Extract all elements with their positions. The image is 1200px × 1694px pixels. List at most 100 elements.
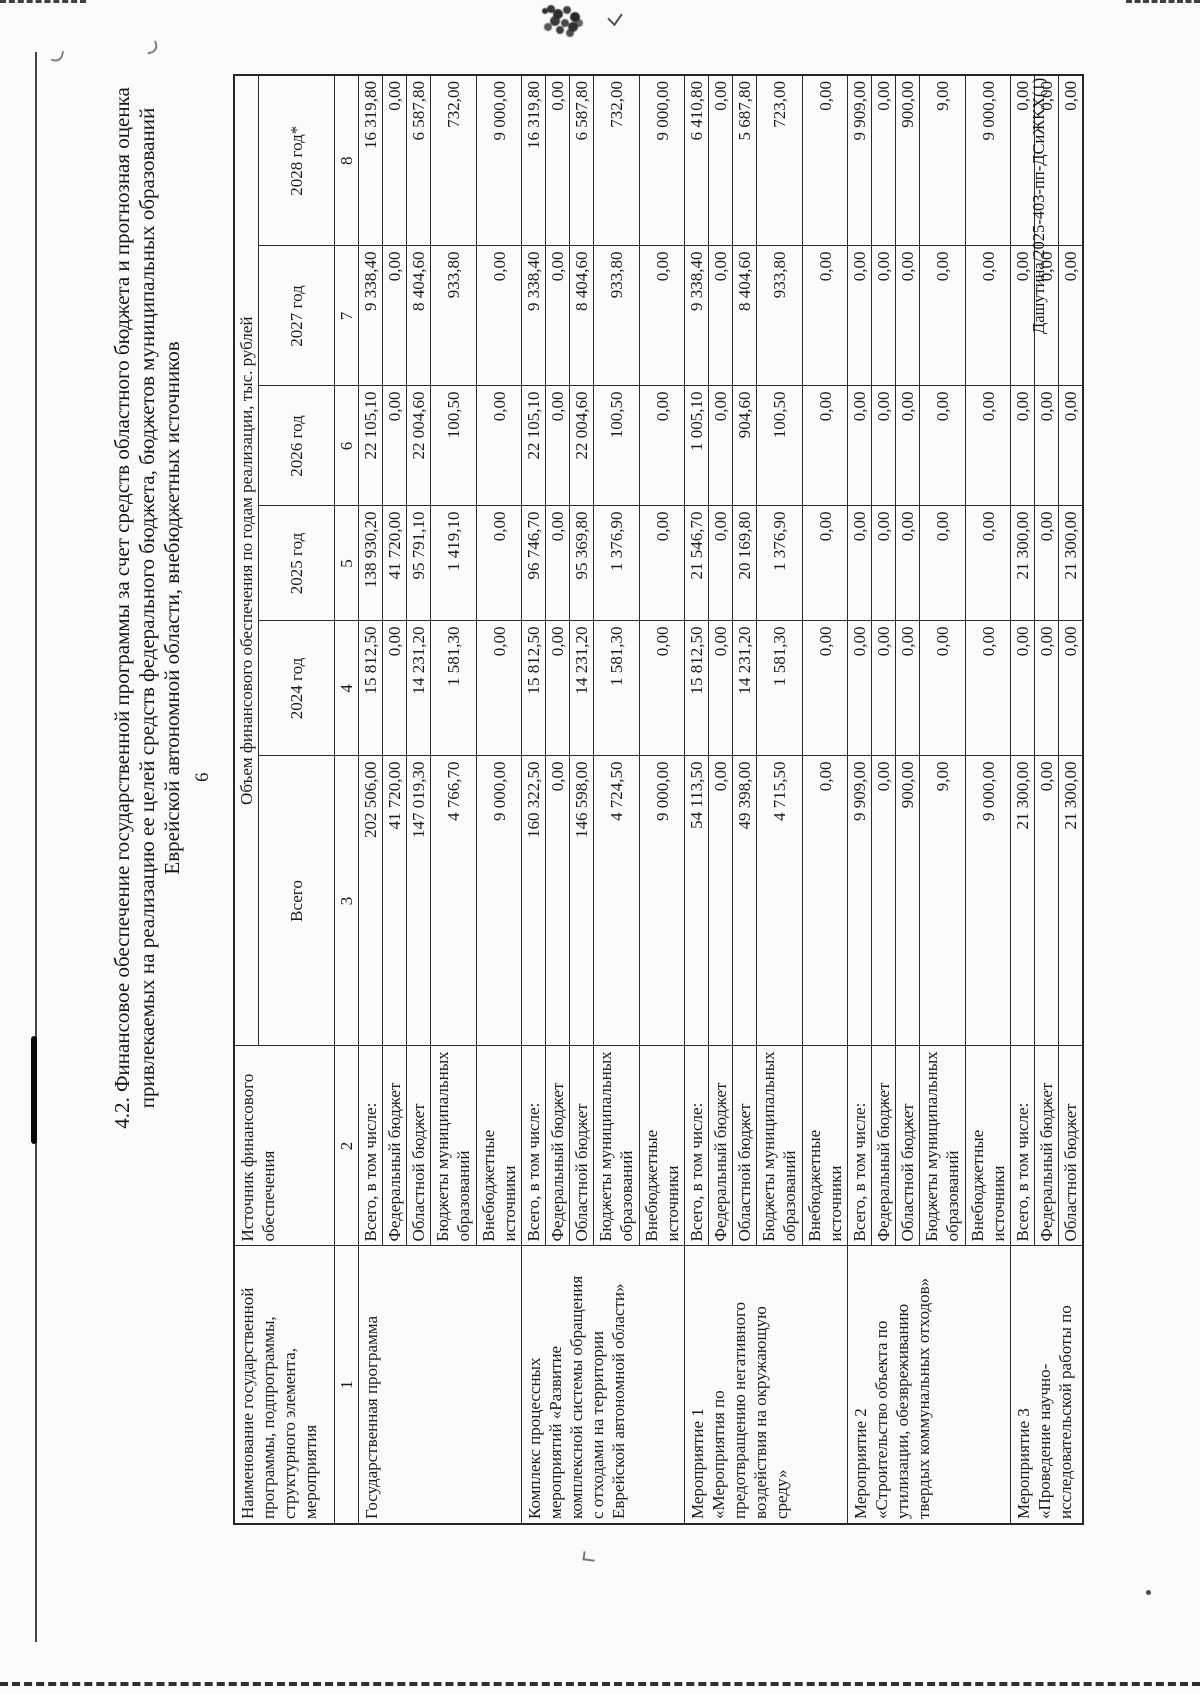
value-cell: 0,00: [847, 621, 872, 756]
value-cell: 0,00: [919, 506, 966, 621]
value-cell: 0,00: [545, 246, 570, 386]
value-cell: 0,00: [847, 506, 872, 621]
funding-source-cell: Областной бюджет: [569, 1046, 594, 1246]
funding-source-cell: Областной бюджет: [732, 1046, 757, 1246]
value-cell: 0,00: [545, 506, 570, 621]
column-number-8: 8: [334, 74, 359, 246]
value-cell: 0,00: [1058, 246, 1083, 386]
value-cell: 6 410,80: [684, 74, 709, 246]
value-cell: 14 231,20: [732, 621, 757, 756]
header-total: Всего: [258, 756, 335, 1046]
value-cell: 0,00: [965, 386, 1011, 506]
funding-source-cell: Областной бюджет: [895, 1046, 920, 1246]
value-cell: 54 113,50: [684, 756, 709, 1046]
funding-source-cell: Внебюджетные источники: [639, 1046, 685, 1246]
value-cell: 0,00: [802, 506, 848, 621]
value-cell: 0,00: [1034, 386, 1059, 506]
value-cell: 0,00: [708, 506, 733, 621]
header-funding-source: Источник финансового обеспечения: [234, 1046, 335, 1246]
value-cell: 0,00: [965, 506, 1011, 621]
funding-source-cell: Федеральный бюджет: [545, 1046, 570, 1246]
value-cell: 0,00: [847, 386, 872, 506]
value-cell: 146 598,00: [569, 756, 594, 1046]
value-cell: 15 812,50: [358, 621, 383, 756]
value-cell: 8 404,60: [732, 246, 757, 386]
value-cell: 0,00: [802, 386, 848, 506]
value-cell: 0,00: [871, 506, 896, 621]
funding-source-cell: Всего, в том числе:: [358, 1046, 383, 1246]
value-cell: 100,50: [593, 386, 640, 506]
funding-source-cell: Федеральный бюджет: [708, 1046, 733, 1246]
program-name-cell: Мероприятие 3 «Проведение научно- исслед…: [1010, 1246, 1083, 1524]
value-cell: 22 004,60: [406, 386, 431, 506]
value-cell: 9 000,00: [965, 74, 1011, 246]
value-cell: 9 000,00: [639, 74, 685, 246]
value-cell: 0,00: [802, 74, 848, 246]
value-cell: 9,00: [919, 74, 966, 246]
value-cell: 0,00: [919, 386, 966, 506]
value-cell: 732,00: [430, 74, 477, 246]
value-cell: 933,80: [593, 246, 640, 386]
value-cell: 0,00: [965, 246, 1011, 386]
funding-source-cell: Бюджеты муниципальных образований: [756, 1046, 803, 1246]
value-cell: 9 000,00: [476, 756, 522, 1046]
value-cell: 0,00: [895, 506, 920, 621]
value-cell: 15 812,50: [521, 621, 546, 756]
value-cell: 0,00: [382, 74, 407, 246]
value-cell: 4 724,50: [593, 756, 640, 1046]
value-cell: 9 909,00: [847, 756, 872, 1046]
value-cell: 0,00: [545, 74, 570, 246]
value-cell: 22 004,60: [569, 386, 594, 506]
value-cell: 0,00: [708, 246, 733, 386]
value-cell: 0,00: [382, 621, 407, 756]
value-cell: 9 338,40: [358, 246, 383, 386]
value-cell: 0,00: [965, 621, 1011, 756]
value-cell: 95 791,10: [406, 506, 431, 621]
funding-source-cell: Федеральный бюджет: [1034, 1046, 1059, 1246]
funding-source-cell: Внебюджетные источники: [476, 1046, 522, 1246]
value-cell: 21 300,00: [1010, 506, 1035, 621]
header-year-2026: 2026 год: [258, 386, 335, 506]
header-year-2025: 2025 год: [258, 506, 335, 621]
funding-source-cell: Областной бюджет: [1058, 1046, 1083, 1246]
finance-table: Наименование государственной программы, …: [233, 73, 1084, 1525]
funding-source-cell: Бюджеты муниципальных образований: [593, 1046, 640, 1246]
value-cell: 1 581,30: [593, 621, 640, 756]
value-cell: 0,00: [802, 756, 848, 1046]
value-cell: 933,80: [756, 246, 803, 386]
value-cell: 0,00: [639, 506, 685, 621]
value-cell: 0,00: [1010, 386, 1035, 506]
column-number-5: 5: [334, 506, 359, 621]
value-cell: 1 581,30: [756, 621, 803, 756]
funding-source-cell: Внебюджетные источники: [802, 1046, 848, 1246]
value-cell: 900,00: [895, 74, 920, 246]
value-cell: 49 398,00: [732, 756, 757, 1046]
funding-source-cell: Всего, в том числе:: [521, 1046, 546, 1246]
header-volume: Объем финансового обеспечения по годам р…: [234, 74, 259, 1046]
value-cell: 41 720,00: [382, 756, 407, 1046]
value-cell: 0,00: [476, 506, 522, 621]
value-cell: 933,80: [430, 246, 477, 386]
value-cell: 723,00: [756, 74, 803, 246]
table-row: Комплекс процессных мероприятий «Развити…: [521, 74, 685, 1524]
value-cell: 9 338,40: [521, 246, 546, 386]
value-cell: 0,00: [708, 621, 733, 756]
value-cell: 0,00: [476, 621, 522, 756]
program-name-cell: Государственная программа: [358, 1246, 522, 1524]
value-cell: 21 300,00: [1010, 756, 1035, 1046]
value-cell: 9 000,00: [639, 756, 685, 1046]
value-cell: 20 169,80: [732, 506, 757, 621]
table-row: Мероприятие 1 «Мероприятия по предотвращ…: [684, 74, 848, 1524]
value-cell: 21 300,00: [1058, 756, 1083, 1046]
document-reference: Дашутина/2025-403-пп-ДСиЖКХ(1): [1029, 77, 1048, 334]
value-cell: 147 019,30: [406, 756, 431, 1046]
column-number-4: 4: [334, 621, 359, 756]
value-cell: 0,00: [1034, 621, 1059, 756]
value-cell: 0,00: [476, 246, 522, 386]
value-cell: 904,60: [732, 386, 757, 506]
value-cell: 6 587,80: [569, 74, 594, 246]
value-cell: 0,00: [545, 621, 570, 756]
table-header-row-1: Наименование государственной программы, …: [234, 74, 335, 1524]
page-number: 6: [192, 772, 213, 783]
